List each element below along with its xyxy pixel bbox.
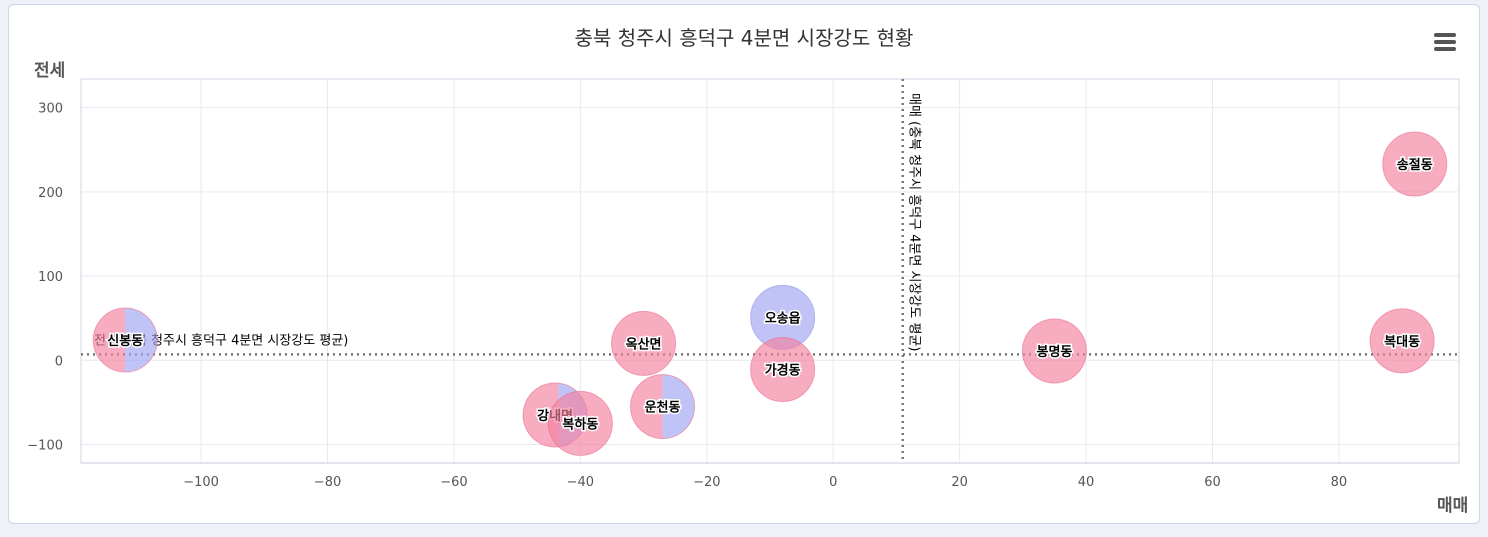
y-tick-label: 100 <box>38 270 63 285</box>
x-tick-label: 60 <box>1204 475 1221 490</box>
bubble-label: 봉명동 <box>1037 344 1073 360</box>
bubble-circle <box>630 374 696 440</box>
x-tick-label: 40 <box>1078 475 1095 490</box>
bubble-point[interactable]: 운천동 <box>630 374 696 440</box>
bubble-circle <box>92 307 158 373</box>
x-tick-label: −60 <box>440 475 467 490</box>
x-axis-title: 매매 <box>1437 496 1469 516</box>
bubble-label: 오송읍 <box>765 310 801 326</box>
bubble-label: 운천동 <box>645 401 681 416</box>
chart-title: 충북 청주시 흥덕구 4분면 시장강도 현황 <box>574 26 914 50</box>
x-tick-label: −100 <box>183 475 219 490</box>
bubble-point[interactable]: 봉명동 <box>1021 318 1087 384</box>
bubble-point[interactable]: 신봉동 <box>92 307 158 373</box>
bubble-point[interactable]: 송절동 <box>1382 131 1448 197</box>
x-tick-label: 0 <box>829 475 837 490</box>
bubbles: 신봉동강내면복하동옥산면운천동오송읍가경동봉명동복대동송절동 <box>92 131 1448 456</box>
bubble-circle <box>1021 318 1087 384</box>
reference-lines: 전세(충북 청주시 흥덕구 4분면 시장강도 평균) 매매 (충북 청주시 흥덕구… <box>81 79 1459 463</box>
bubble-point[interactable]: 옥산면 <box>611 310 677 376</box>
grid-lines <box>80 78 1460 464</box>
bubble-circle <box>1369 308 1435 374</box>
bubble-point[interactable]: 복하동 <box>547 390 613 456</box>
y-tick-label: −100 <box>27 438 63 453</box>
bubble-point[interactable]: 가경동 <box>750 337 816 403</box>
x-tick-label: −20 <box>693 475 720 490</box>
bubble-label: 복하동 <box>562 416 598 432</box>
y-tick-label: 300 <box>38 102 63 117</box>
bubble-label: 복대동 <box>1384 335 1420 350</box>
bubble-label: 신봉동 <box>107 334 143 349</box>
chart-card <box>8 4 1480 524</box>
x-average-label: 매매 (충북 청주시 흥덕구 4분면 시장강도 평균) <box>907 93 922 352</box>
y-tick-label: 200 <box>38 186 63 201</box>
x-tick-label: −80 <box>314 475 341 490</box>
y-axis-title: 전세 <box>34 61 66 81</box>
bubble-circle <box>750 337 816 403</box>
bubble-circle <box>547 390 613 456</box>
bubble-point[interactable]: 복대동 <box>1369 308 1435 374</box>
bubble-label: 옥산면 <box>626 336 662 352</box>
plot-border <box>80 78 1460 464</box>
axes: −100 −80 −60 −40 −20 0 20 40 60 80 −100 0 100 200 300 <box>27 102 1459 490</box>
bubble-label: 송절동 <box>1397 158 1433 173</box>
x-tick-label: −40 <box>567 475 594 490</box>
bubble-circle <box>611 310 677 376</box>
x-tick-label: 80 <box>1331 475 1348 490</box>
bubble-point[interactable]: 오송읍 <box>750 284 816 350</box>
bubble-circle <box>1382 131 1448 197</box>
bubble-label: 가경동 <box>765 363 801 379</box>
menu-icon[interactable] <box>1434 33 1456 51</box>
y-tick-label: 0 <box>55 354 63 369</box>
x-tick-label: 20 <box>951 475 968 490</box>
